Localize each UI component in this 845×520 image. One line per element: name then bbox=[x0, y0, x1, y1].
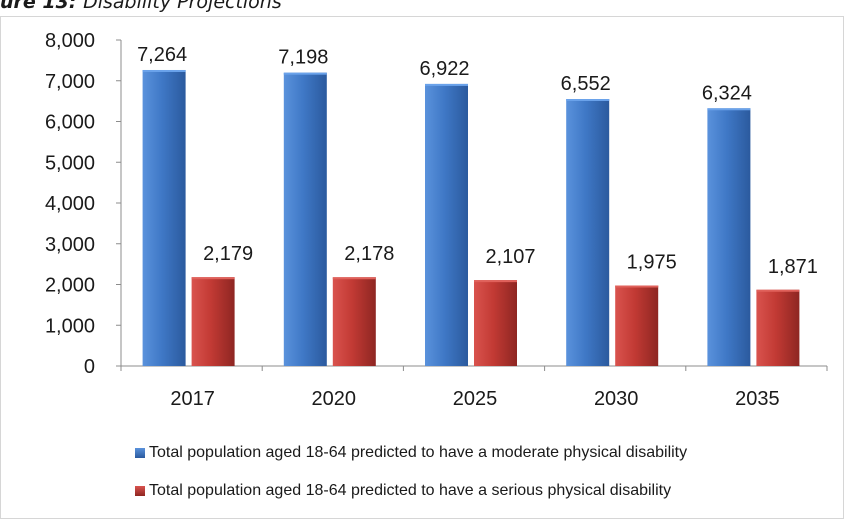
data-label: 1,975 bbox=[627, 252, 677, 274]
bar-serious bbox=[756, 289, 800, 366]
data-label: 6,922 bbox=[419, 58, 469, 80]
x-tick-label: 2035 bbox=[735, 388, 780, 410]
legend-label-moderate: Total population aged 18-64 predicted to… bbox=[149, 444, 688, 461]
y-tick-label: 0 bbox=[84, 356, 95, 378]
chart-frame bbox=[0, 16, 844, 519]
legend-swatch-blue-icon bbox=[135, 448, 145, 458]
data-label: 2,179 bbox=[203, 243, 253, 265]
bar-top-highlight bbox=[707, 108, 751, 111]
axes: 0 1,000 2,000 3,000 4,000 5,000 6,000 7,000 8,00… bbox=[45, 30, 828, 410]
caption-text: Disability Projections bbox=[83, 0, 282, 13]
bar-top-highlight bbox=[425, 83, 468, 86]
caption-prefix: ure 13: bbox=[0, 0, 77, 13]
data-label: 7,264 bbox=[137, 44, 187, 66]
bar-serious bbox=[191, 277, 235, 366]
legend-label-serious: Total population aged 18-64 predicted to… bbox=[149, 482, 672, 499]
bar-top-highlight bbox=[332, 277, 376, 280]
bar-moderate bbox=[707, 108, 751, 366]
legend-item-moderate: Total population aged 18-64 predicted to… bbox=[135, 444, 687, 462]
data-label: 2,107 bbox=[485, 246, 535, 268]
y-tick-label: 8,000 bbox=[45, 30, 95, 52]
x-tick-label: 2030 bbox=[594, 388, 639, 410]
bar-top-highlight bbox=[474, 280, 517, 283]
y-tick-label: 2,000 bbox=[45, 275, 95, 297]
data-label: 6,324 bbox=[702, 82, 752, 104]
bar-top-highlight bbox=[566, 99, 610, 102]
y-tick-label: 3,000 bbox=[45, 234, 95, 256]
bar-moderate bbox=[142, 69, 186, 366]
data-label: 6,552 bbox=[561, 73, 611, 95]
legend-item-serious: Total population aged 18-64 predicted to… bbox=[135, 482, 671, 500]
legend-swatch-red-icon bbox=[135, 486, 145, 496]
figure-caption: ure 13: Disability Projections bbox=[0, 0, 282, 13]
bars bbox=[142, 69, 800, 367]
data-label: 7,198 bbox=[278, 47, 328, 69]
bar-serious bbox=[474, 280, 517, 366]
y-tick-label: 4,000 bbox=[45, 193, 95, 215]
bar-serious bbox=[615, 285, 659, 366]
bar-top-highlight bbox=[283, 72, 327, 75]
data-label: 1,871 bbox=[768, 256, 818, 278]
bar-moderate bbox=[425, 83, 468, 366]
bar-top-highlight bbox=[191, 277, 235, 280]
x-tick-label: 2025 bbox=[453, 388, 498, 410]
y-tick-label: 7,000 bbox=[45, 71, 95, 93]
bar-moderate bbox=[566, 99, 610, 367]
x-tick-label: 2017 bbox=[170, 388, 215, 410]
y-tick-label: 1,000 bbox=[45, 315, 95, 337]
y-tick-label: 6,000 bbox=[45, 112, 95, 134]
y-tick-label: 5,000 bbox=[45, 152, 95, 174]
data-labels: 7,264 2,179 7,198 2,178 6,922 2,107 6,552 1,975… bbox=[137, 44, 818, 278]
x-tick-label: 2020 bbox=[312, 388, 357, 410]
bar-top-highlight bbox=[615, 285, 659, 288]
bar-top-highlight bbox=[756, 289, 800, 292]
bar-top-highlight bbox=[142, 69, 186, 72]
bar-serious bbox=[332, 277, 376, 366]
data-label: 2,178 bbox=[344, 243, 394, 265]
bar-moderate bbox=[283, 72, 327, 366]
